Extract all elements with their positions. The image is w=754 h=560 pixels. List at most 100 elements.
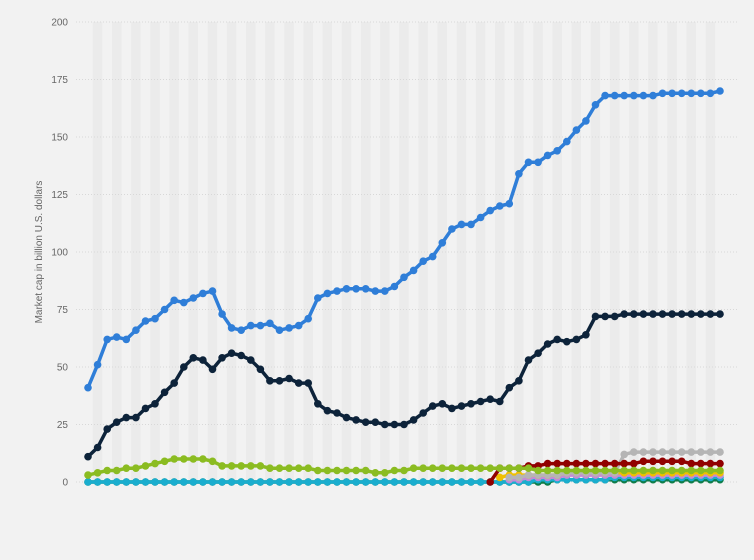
data-point[interactable] [668, 89, 676, 98]
data-point[interactable] [486, 206, 495, 215]
data-point[interactable] [170, 379, 178, 387]
data-point[interactable] [658, 310, 667, 318]
data-point[interactable] [438, 400, 447, 408]
data-point[interactable] [141, 317, 150, 325]
data-point[interactable] [112, 478, 121, 486]
data-point[interactable] [610, 312, 619, 321]
data-point[interactable] [553, 466, 561, 475]
data-point[interactable] [658, 457, 667, 466]
data-point[interactable] [486, 478, 495, 486]
data-point[interactable] [620, 310, 628, 318]
data-point[interactable] [314, 478, 322, 486]
data-point[interactable] [601, 466, 609, 475]
data-point[interactable] [668, 466, 676, 475]
data-point[interactable] [333, 287, 341, 295]
data-point[interactable] [323, 289, 332, 298]
data-point[interactable] [668, 457, 676, 466]
data-point[interactable] [247, 356, 255, 364]
data-point[interactable] [716, 448, 724, 456]
data-point[interactable] [601, 459, 609, 468]
data-point[interactable] [524, 471, 533, 479]
data-point[interactable] [333, 478, 341, 486]
data-point[interactable] [543, 151, 552, 160]
data-point[interactable] [467, 464, 475, 473]
data-point[interactable] [218, 310, 226, 318]
data-point[interactable] [496, 473, 504, 482]
data-point[interactable] [371, 469, 380, 477]
data-point[interactable] [476, 478, 485, 486]
data-point[interactable] [103, 478, 111, 486]
data-point[interactable] [543, 340, 552, 348]
data-point[interactable] [687, 448, 696, 456]
data-point[interactable] [199, 478, 207, 486]
data-point[interactable] [103, 425, 111, 433]
data-point[interactable] [677, 457, 686, 466]
data-point[interactable] [218, 478, 226, 486]
data-point[interactable] [496, 464, 504, 473]
data-point[interactable] [658, 448, 667, 456]
data-point[interactable] [448, 478, 456, 486]
data-point[interactable] [716, 310, 724, 318]
data-point[interactable] [448, 404, 456, 413]
data-point[interactable] [170, 296, 178, 305]
data-point[interactable] [515, 473, 523, 482]
data-point[interactable] [122, 464, 131, 473]
data-point[interactable] [630, 448, 638, 456]
data-point[interactable] [534, 466, 542, 475]
data-point[interactable] [687, 459, 696, 468]
data-point[interactable] [400, 466, 408, 475]
data-point[interactable] [199, 289, 207, 298]
data-point[interactable] [285, 478, 293, 486]
data-point[interactable] [620, 466, 628, 475]
data-point[interactable] [582, 459, 590, 468]
data-point[interactable] [553, 147, 561, 155]
data-point[interactable] [247, 462, 255, 470]
data-point[interactable] [266, 478, 274, 486]
data-point[interactable] [208, 365, 217, 374]
data-point[interactable] [84, 452, 92, 461]
data-point[interactable] [314, 466, 322, 475]
data-point[interactable] [352, 478, 360, 486]
data-point[interactable] [505, 199, 514, 208]
data-point[interactable] [419, 409, 428, 417]
data-point[interactable] [697, 466, 705, 475]
data-point[interactable] [285, 464, 293, 473]
data-point[interactable] [180, 478, 188, 486]
data-point[interactable] [572, 126, 581, 134]
data-point[interactable] [256, 462, 265, 470]
data-point[interactable] [649, 448, 657, 456]
data-point[interactable] [304, 314, 313, 323]
data-point[interactable] [457, 220, 466, 229]
data-point[interactable] [199, 356, 207, 364]
data-point[interactable] [486, 464, 495, 473]
data-point[interactable] [304, 464, 313, 473]
data-point[interactable] [189, 354, 198, 362]
data-point[interactable] [323, 478, 332, 486]
data-point[interactable] [505, 383, 514, 392]
data-point[interactable] [294, 321, 303, 330]
data-point[interactable] [323, 406, 332, 415]
data-point[interactable] [716, 459, 724, 468]
data-point[interactable] [572, 459, 581, 468]
data-point[interactable] [706, 459, 715, 468]
data-point[interactable] [256, 478, 265, 486]
data-point[interactable] [342, 285, 351, 293]
data-point[interactable] [218, 462, 226, 470]
data-point[interactable] [314, 294, 322, 302]
data-point[interactable] [266, 377, 274, 385]
data-point[interactable] [294, 379, 303, 387]
data-point[interactable] [687, 310, 696, 318]
data-point[interactable] [706, 466, 715, 475]
data-point[interactable] [199, 455, 207, 463]
data-point[interactable] [658, 466, 667, 475]
data-point[interactable] [294, 464, 303, 473]
data-point[interactable] [601, 312, 609, 321]
data-point[interactable] [189, 294, 198, 302]
data-point[interactable] [524, 464, 533, 473]
data-point[interactable] [476, 397, 485, 406]
data-point[interactable] [448, 464, 456, 473]
data-point[interactable] [639, 466, 648, 475]
data-point[interactable] [716, 87, 724, 95]
data-point[interactable] [342, 466, 351, 475]
data-point[interactable] [476, 213, 485, 222]
